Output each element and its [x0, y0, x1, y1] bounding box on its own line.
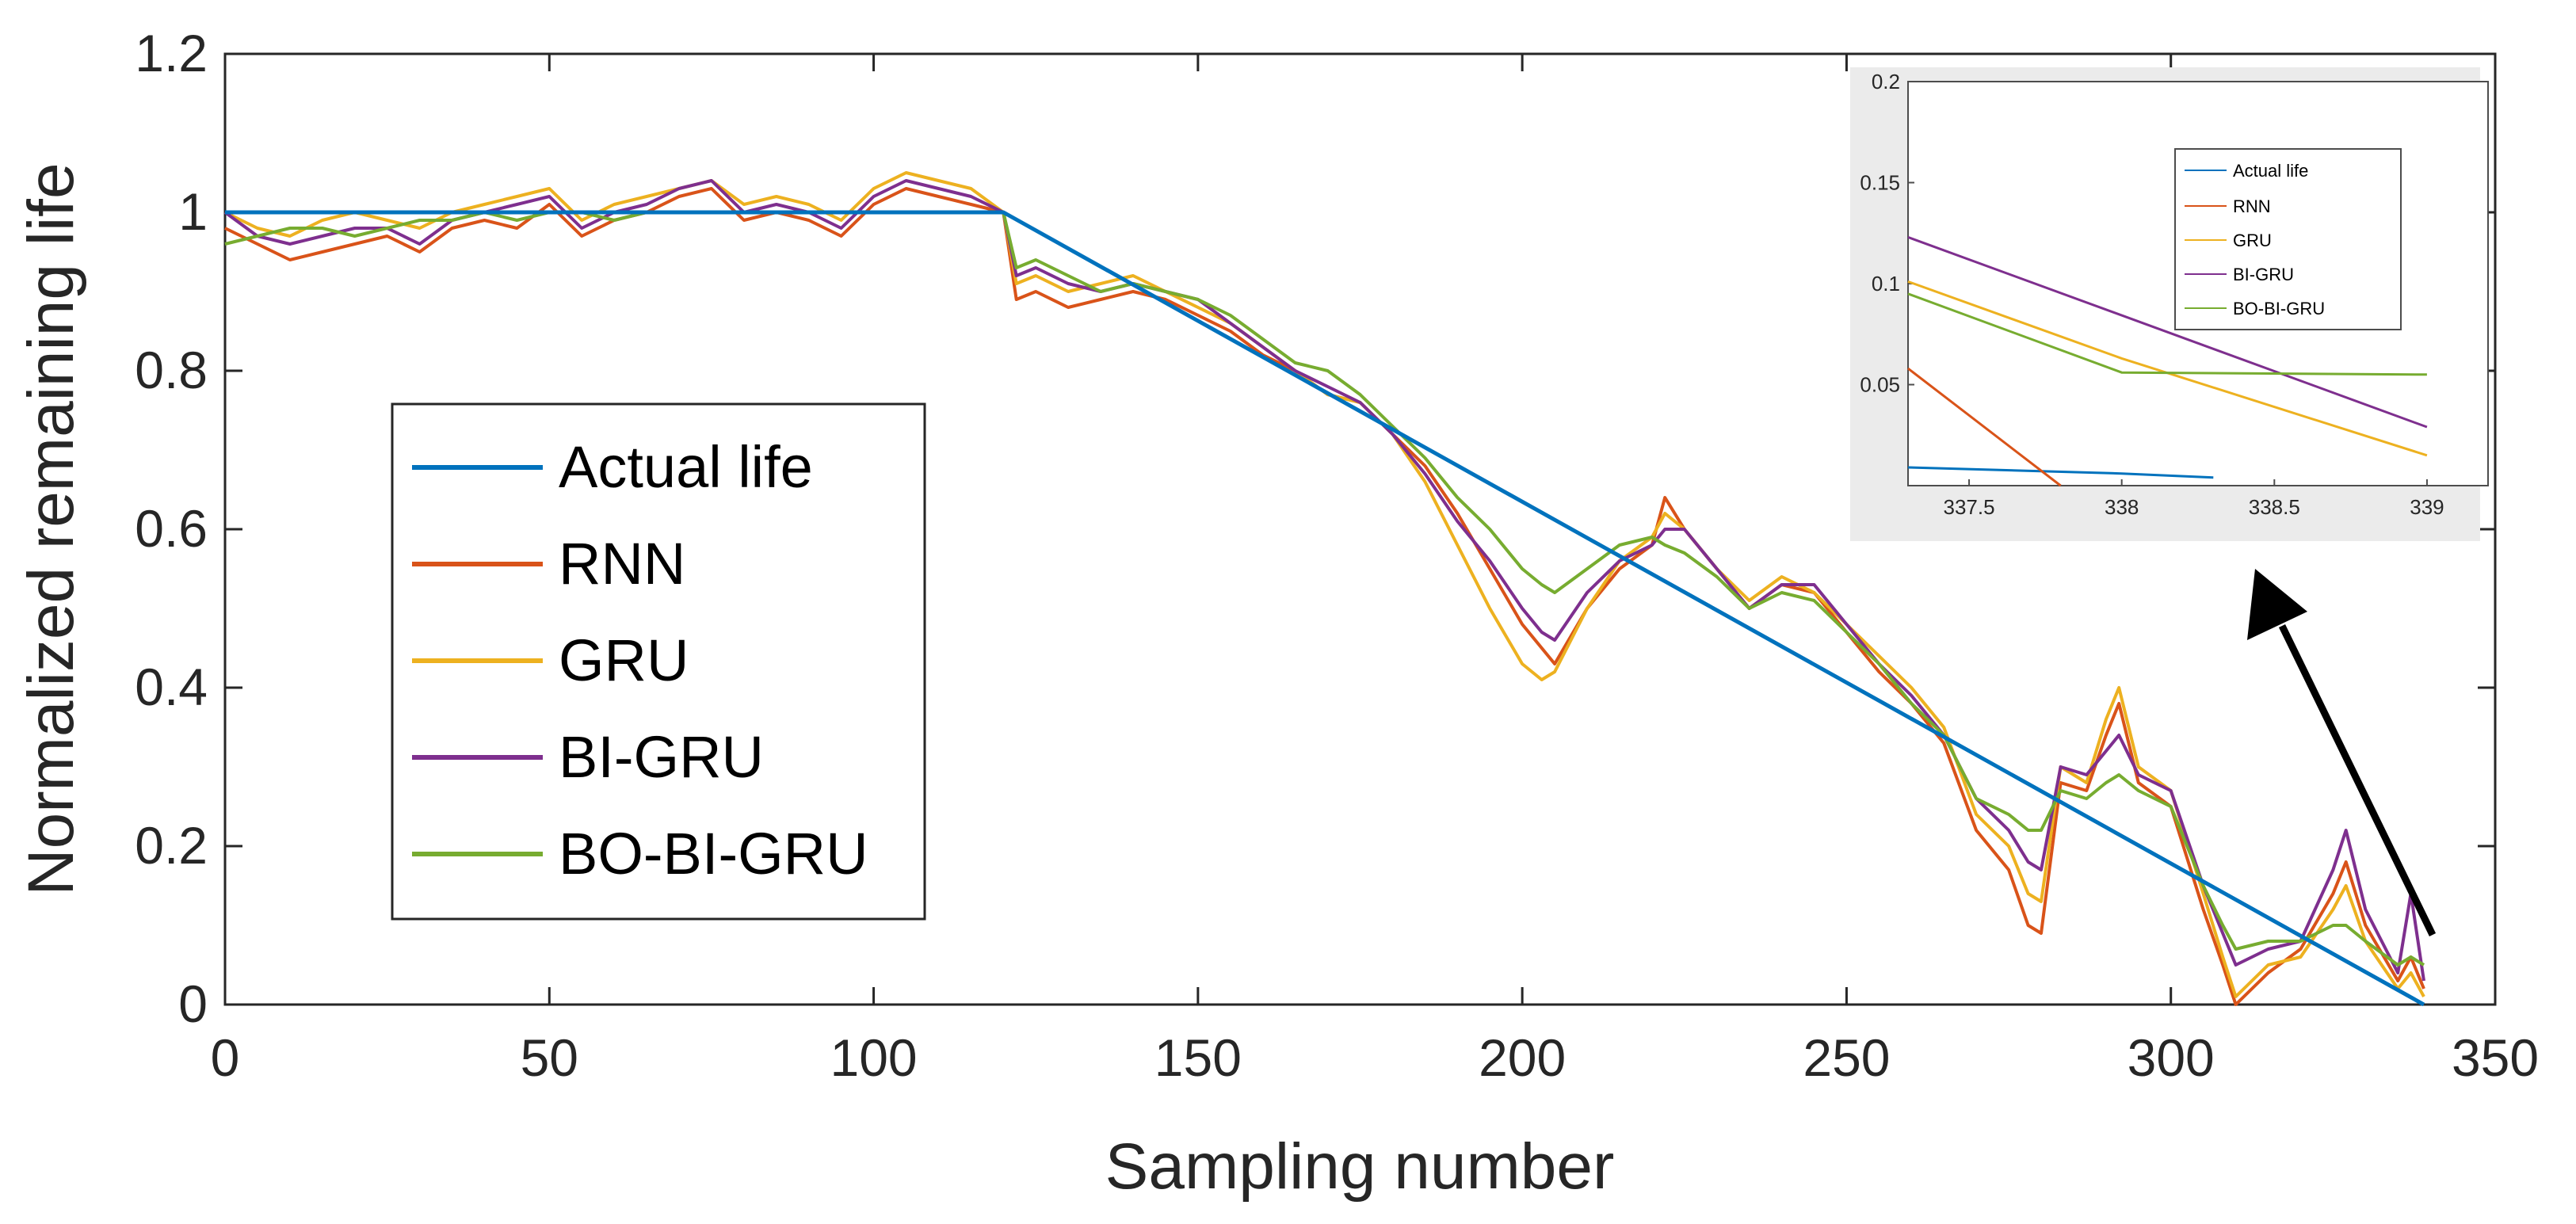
inset-legend-label-bobigru: BO-BI-GRU [2233, 299, 2325, 318]
legend-label-bobigru: BO-BI-GRU [559, 821, 868, 887]
inset-series-line-rnn [1907, 367, 2062, 487]
y-tick-label: 0 [178, 974, 208, 1033]
y-tick-label: 1 [178, 182, 208, 241]
x-tick-label: 150 [1154, 1028, 1242, 1087]
inset-series-line-actual-life [1907, 466, 2214, 479]
inset-x-tick-label: 339 [2410, 495, 2444, 519]
x-tick-label: 350 [2452, 1028, 2539, 1087]
x-tick-label: 50 [521, 1028, 578, 1087]
main-axis-ticks: 0 50 100 150 200 250 300 350 0 0.2 0.4 0.6 0.8 1 1.2 [135, 24, 2539, 1087]
inset-axis-ticks: 337.5 338 338.5 339 0.05 0.1 0.15 0.2 [1860, 70, 2444, 519]
inset-panel: 337.5 338 338.5 339 0.05 0.1 0.15 0.2 Actual li… [1850, 67, 2489, 541]
inset-legend-label-bigru: BI-GRU [2233, 265, 2294, 284]
inset-legend-label-actual: Actual life [2233, 161, 2308, 181]
inset-series-line-bo-bi-gru [1907, 292, 2427, 376]
main-series-lines [223, 171, 2425, 1007]
series-line-actual-life [225, 210, 2425, 1007]
inset-y-tick-label: 0.2 [1872, 70, 1900, 93]
series-line-gru [224, 171, 2425, 998]
legend-label-rnn: RNN [559, 531, 685, 597]
inset-series-line-bi-gru [1907, 235, 2428, 429]
x-tick-label: 100 [830, 1028, 918, 1087]
x-axis-label: Sampling number [1105, 1131, 1615, 1203]
y-tick-label: 1.2 [135, 24, 208, 82]
inset-x-tick-label: 338.5 [2249, 495, 2300, 519]
inset-legend-label-rnn: RNN [2233, 196, 2271, 216]
y-tick-label: 0.6 [135, 499, 208, 558]
zoom-arrow [2247, 569, 2437, 936]
x-tick-label: 300 [2128, 1028, 2215, 1087]
y-tick-label: 0.4 [135, 658, 208, 716]
series-line-bi-gru [223, 179, 2425, 982]
legend-label-actual: Actual life [559, 434, 813, 500]
legend-label-gru: GRU [559, 627, 689, 693]
inset-y-tick-label: 0.15 [1860, 171, 1900, 195]
y-axis-label: Normalized remaining life [15, 162, 87, 895]
legend-label-bigru: BI-GRU [559, 724, 764, 790]
y-tick-label: 0.2 [135, 816, 208, 875]
main-legend: Actual life RNN GRU BI-GRU BO-BI-GRU [391, 402, 926, 921]
x-tick-label: 250 [1803, 1028, 1890, 1087]
inset-series-lines [1907, 235, 2428, 487]
inset-legend-label-gru: GRU [2233, 231, 2272, 250]
inset-x-tick-label: 338 [2105, 495, 2139, 519]
x-tick-label: 0 [211, 1028, 240, 1087]
inset-y-tick-label: 0.1 [1872, 272, 1900, 296]
inset-y-tick-label: 0.05 [1860, 373, 1900, 397]
inset-legend: Actual life RNN GRU BI-GRU BO-BI-GRU [2174, 148, 2402, 330]
inset-series-line-gru [1907, 280, 2428, 457]
x-tick-label: 200 [1479, 1028, 1566, 1087]
inset-x-tick-label: 337.5 [1944, 495, 1995, 519]
y-tick-label: 0.8 [135, 341, 208, 399]
